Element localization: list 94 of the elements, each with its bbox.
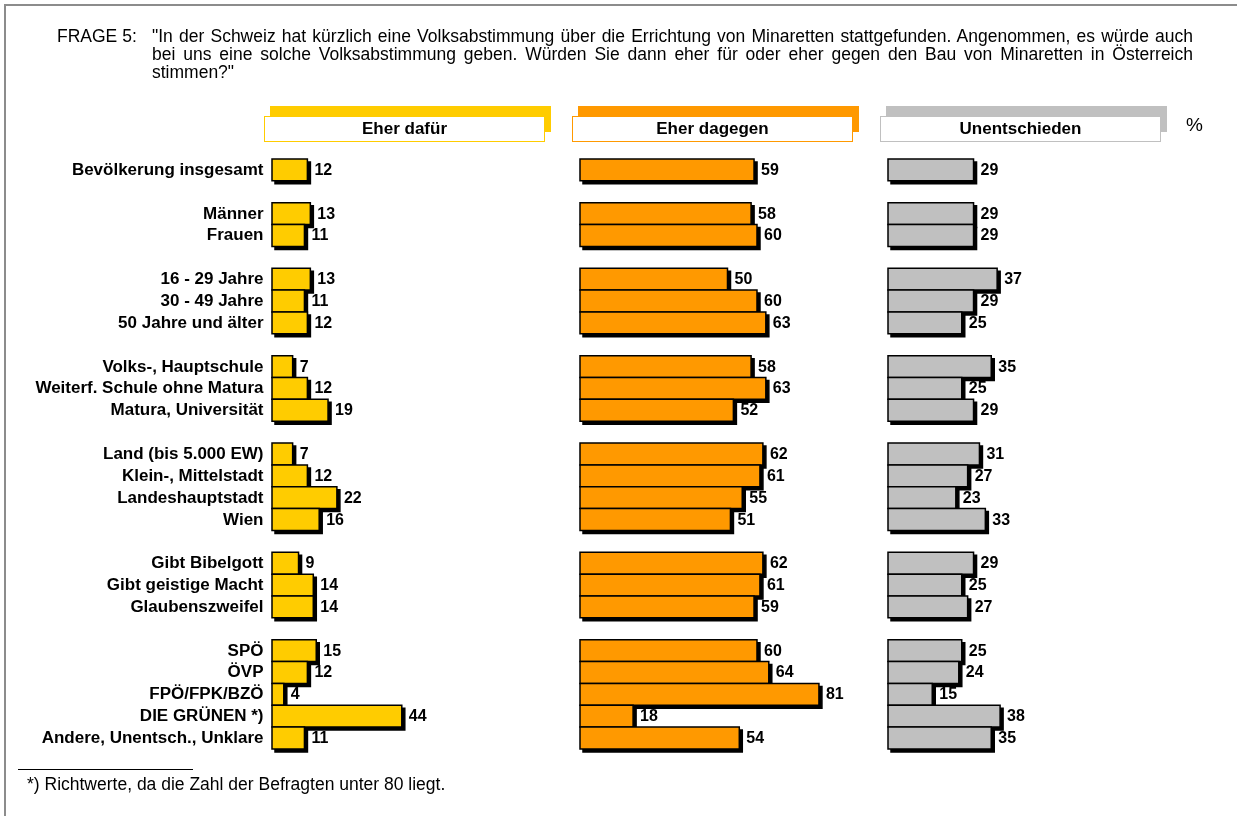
y-tick-label: Gibt Bibelgott — [151, 553, 264, 573]
y-tick-label: SPÖ — [227, 640, 264, 660]
data-label: 60 — [763, 226, 782, 244]
y-tick-label: FPÖ/FPK/BZÖ — [149, 684, 264, 704]
data-label: 52 — [740, 401, 759, 419]
data-label: 63 — [772, 379, 791, 397]
data-label: 62 — [769, 554, 788, 572]
data-label: 29 — [980, 226, 999, 244]
data-label: 64 — [775, 663, 794, 681]
data-label: 61 — [766, 576, 785, 594]
y-tick-label: Gibt geistige Macht — [106, 575, 264, 595]
data-label: 51 — [737, 510, 756, 528]
y-tick-label: Männer — [203, 203, 264, 223]
data-label: 25 — [968, 313, 987, 331]
chart-title: Eher dagegen — [656, 119, 769, 138]
data-label: 29 — [980, 160, 999, 178]
data-label: 60 — [763, 292, 782, 310]
data-label: 15 — [323, 641, 342, 659]
data-label: 12 — [314, 466, 333, 484]
bar — [579, 158, 755, 182]
data-label: 58 — [758, 204, 776, 222]
data-label: 7 — [299, 357, 309, 375]
data-label: 35 — [998, 729, 1017, 747]
data-label: 18 — [640, 707, 658, 725]
text: % — [1186, 114, 1203, 135]
data-label: 11 — [311, 729, 329, 747]
bar — [887, 158, 975, 182]
y-tick-label: 30 - 49 Jahre — [160, 291, 264, 311]
data-label: 29 — [980, 401, 999, 419]
data-label: 44 — [408, 707, 427, 725]
data-label: 24 — [965, 663, 984, 681]
data-label: 35 — [998, 357, 1017, 375]
data-label: 13 — [317, 204, 336, 222]
data-label: 25 — [968, 576, 987, 594]
data-label: 37 — [1004, 270, 1023, 288]
data-label: 29 — [980, 204, 999, 222]
data-label: 4 — [290, 685, 300, 703]
y-tick-label: Andere, Unentsch., Unklare — [41, 728, 264, 748]
data-label: 29 — [980, 292, 999, 310]
data-label: 12 — [314, 379, 333, 397]
y-tick-label: Glaubenszweifel — [130, 596, 264, 616]
y-tick-label: Volks-, Hauptschule — [102, 356, 264, 376]
data-label: 54 — [746, 729, 765, 747]
data-label: 14 — [320, 597, 339, 615]
data-label: 19 — [335, 401, 353, 419]
y-tick-label: DIE GRÜNEN *) — [139, 706, 264, 726]
data-label: 59 — [761, 160, 779, 178]
data-label: 12 — [314, 663, 333, 681]
y-tick-label: ÖVP — [227, 662, 264, 682]
data-label: 23 — [962, 488, 981, 506]
y-tick-label: Wien — [223, 509, 264, 529]
y-tick-label: Bevölkerung insgesamt — [71, 159, 264, 179]
y-tick-label: 50 Jahre und älter — [118, 312, 264, 332]
data-label: 12 — [314, 160, 333, 178]
y-tick-label: Land (bis 5.000 EW) — [103, 443, 264, 463]
y-tick-label: Frauen — [206, 225, 264, 245]
data-label: 13 — [317, 270, 336, 288]
data-label: 22 — [343, 488, 362, 506]
data-label: 33 — [992, 510, 1011, 528]
data-label: 58 — [758, 357, 776, 375]
data-label: 38 — [1007, 707, 1025, 725]
data-label: 61 — [766, 466, 785, 484]
chart-title: Eher dafür — [361, 119, 448, 138]
chart-title: Unentschieden — [959, 119, 1082, 138]
text: FRAGE 5: — [57, 26, 137, 46]
data-label: 81 — [825, 685, 844, 703]
data-label: 55 — [749, 488, 768, 506]
data-label: 60 — [763, 641, 782, 659]
text: *) Richtwerte, da die Zahl der Befragten unter 80 liegt. — [27, 774, 446, 794]
data-label: 11 — [311, 226, 329, 244]
y-tick-label: Klein-, Mittelstadt — [121, 465, 264, 485]
y-tick-label: Landeshauptstadt — [117, 487, 264, 507]
data-label: 11 — [311, 292, 329, 310]
data-label: 29 — [980, 554, 999, 572]
data-label: 50 — [734, 270, 753, 288]
data-label: 15 — [939, 685, 958, 703]
text: "In der Schweiz hat kürzlich eine Volksabstimmung über die Errichtung von Minaretten stattgefunden. Angenommen, es würde auch bei uns eine solche Volksabstimmung geben. Würden Sie dann eher für oder eher gegen den Bau von Minaretten in Österreich stimmen?" — [152, 26, 1193, 82]
y-tick-label: Matura, Universität — [110, 400, 264, 420]
data-label: 9 — [305, 554, 315, 572]
bar — [271, 158, 309, 182]
y-tick-label: 16 - 29 Jahre — [160, 269, 264, 289]
data-label: 27 — [974, 466, 993, 484]
y-tick-label: Weiterf. Schule ohne Matura — [35, 378, 265, 398]
data-label: 63 — [772, 313, 791, 331]
data-label: 27 — [974, 597, 993, 615]
data-label: 7 — [299, 444, 309, 462]
data-label: 62 — [769, 444, 788, 462]
data-label: 25 — [968, 379, 987, 397]
data-label: 59 — [761, 597, 779, 615]
data-label: 16 — [326, 510, 345, 528]
data-label: 25 — [968, 641, 987, 659]
data-label: 14 — [320, 576, 339, 594]
data-label: 31 — [986, 444, 1005, 462]
data-label: 12 — [314, 313, 333, 331]
